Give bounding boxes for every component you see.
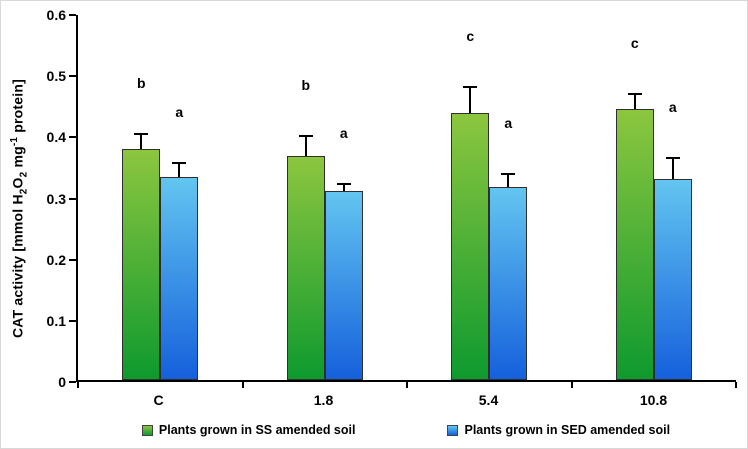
y-tick-label: 0.4	[46, 129, 66, 146]
significance-letter: a	[668, 99, 677, 116]
y-axis-title-subscript: 2	[18, 171, 30, 178]
y-axis-title-superscript: -1	[9, 136, 20, 147]
error-bar-line	[178, 164, 181, 177]
significance-letter: c	[466, 28, 475, 45]
error-bar-line	[507, 175, 510, 187]
x-tick-mark	[241, 382, 244, 388]
bar	[286, 156, 325, 380]
y-tick-mark	[69, 14, 76, 16]
x-tick-label: C	[153, 392, 164, 408]
y-tick-label: 0.6	[46, 7, 66, 23]
bar-cell: a	[489, 15, 528, 380]
bar	[122, 148, 161, 380]
error-bar-cap	[501, 173, 516, 176]
bar-cell: b	[122, 15, 161, 380]
significance-letter: a	[175, 104, 184, 121]
x-tick-mark	[406, 382, 408, 388]
y-axis-title-text: mg	[9, 146, 26, 172]
significance-letter: b	[301, 76, 311, 93]
x-tick-label: 10.8	[639, 392, 668, 408]
x-tick-mark	[735, 382, 737, 388]
y-tick-mark	[69, 136, 76, 139]
y-axis-title: CAT activity [mmol H2O2 mg-1 protein]	[9, 79, 29, 338]
x-axis-labels: C 1.8 5.4 10.8	[76, 392, 736, 408]
bar	[653, 179, 692, 380]
y-tick-label: 0.1	[46, 312, 66, 329]
y-tick-label: 0.3	[46, 190, 66, 207]
bar	[489, 186, 528, 380]
x-tick-mark	[570, 382, 573, 388]
error-bar-line	[342, 184, 345, 191]
significance-letter: b	[136, 74, 146, 91]
y-axis-title-text: O	[9, 177, 26, 189]
x-tick-label: 1.8	[313, 392, 334, 408]
y-tick-mark	[69, 381, 76, 383]
y-tick-label: 0	[58, 374, 66, 390]
error-bar-cap	[134, 132, 149, 135]
legend-swatch-icon	[447, 424, 459, 436]
bar-cell: c	[451, 15, 490, 380]
y-tick-mark	[69, 197, 76, 200]
bar-cell: a	[653, 15, 692, 380]
significance-letter: a	[339, 124, 348, 141]
legend-label: Plants grown in SS amended soil	[158, 423, 356, 437]
error-bar-cap	[298, 134, 313, 137]
error-bar-cap	[627, 92, 642, 95]
significance-letter: a	[504, 115, 513, 132]
legend-item: Plants grown in SS amended soil	[141, 423, 356, 437]
y-tick-mark	[69, 75, 76, 78]
x-tick-mark	[77, 382, 79, 388]
x-tick-label: 5.4	[478, 392, 499, 408]
error-bar-line	[633, 94, 636, 110]
error-bar-line	[140, 134, 143, 149]
bar-cell: a	[160, 15, 199, 380]
error-bar-line	[469, 88, 472, 113]
bar	[160, 176, 199, 380]
bar	[324, 191, 363, 380]
bar-cell: b	[286, 15, 325, 380]
y-tick-label: 0.2	[46, 251, 66, 268]
y-tick-label: 0.5	[46, 68, 66, 85]
legend-swatch-icon	[141, 424, 153, 436]
legend-item: Plants grown in SED amended soil	[447, 423, 670, 437]
bar	[615, 109, 654, 380]
y-tick-mark	[69, 319, 76, 322]
error-bar-line	[304, 136, 307, 157]
bar-cell: c	[615, 15, 654, 380]
bar-cell: a	[324, 15, 363, 380]
y-tick-mark	[69, 258, 76, 261]
legend-label: Plants grown in SED amended soil	[464, 423, 671, 437]
significance-letter: c	[630, 34, 639, 51]
legend: Plants grown in SS amended soil Plants gr…	[76, 423, 736, 437]
error-bar-cap	[463, 86, 478, 89]
error-bar-cap	[665, 157, 680, 160]
error-bar-cap	[172, 162, 187, 165]
error-bar-cap	[336, 182, 351, 185]
bar	[451, 112, 490, 380]
error-bar-line	[671, 159, 674, 180]
